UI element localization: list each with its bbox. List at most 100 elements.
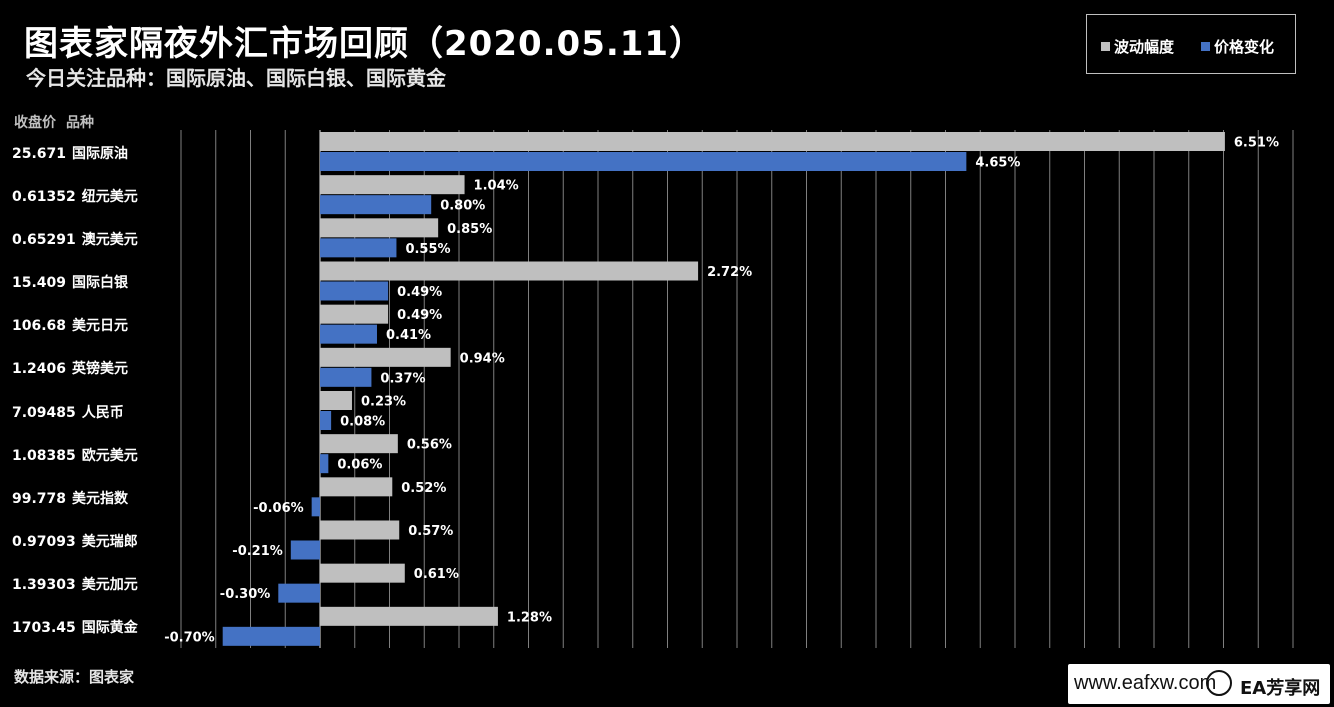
close-price: 15.409	[12, 275, 67, 292]
data-label-volatility: 1.04%	[474, 179, 519, 194]
category-name: 美元瑞郎	[81, 534, 138, 551]
row-label: 1.2406 英镑美元	[12, 358, 308, 378]
bar-volatility	[320, 520, 400, 540]
close-price: 1.39303	[12, 577, 76, 594]
data-label-change: 0.80%	[440, 199, 485, 214]
watermark-url: www.eafxw.com	[1074, 672, 1217, 694]
watermark: www.eafxw.com EA芳享网	[1068, 664, 1330, 704]
category-name: 纽元美元	[81, 188, 138, 205]
bar-change	[311, 497, 320, 517]
row-label: 15.409 国际白银	[12, 272, 308, 292]
bar-volatility	[320, 391, 352, 410]
row-label: 1703.45 国际黄金	[12, 617, 308, 637]
data-label-change: 0.37%	[380, 371, 425, 386]
bar-volatility	[320, 175, 465, 195]
close-price: 106.68	[12, 318, 67, 335]
data-label-change: 0.49%	[397, 285, 442, 300]
data-label-volatility: 0.85%	[447, 222, 492, 237]
category-name: 国际原油	[72, 145, 129, 162]
data-label-change: 0.41%	[386, 328, 431, 343]
close-price: 0.97093	[12, 534, 76, 551]
category-name: 美元日元	[72, 318, 129, 335]
legend-label-change: 价格变化	[1214, 38, 1275, 56]
data-label-change: 0.55%	[405, 242, 450, 257]
chart-subtitle: 今日关注品种：国际原油、国际白银、国际黄金	[26, 66, 446, 90]
data-label-volatility: 2.72%	[707, 265, 752, 280]
bar-change	[222, 626, 320, 646]
close-price: 0.65291	[12, 231, 76, 248]
row-label: 25.671 国际原油	[12, 143, 308, 163]
row-label: 7.09485 人民币	[12, 402, 308, 422]
row-label: 0.65291 澳元美元	[12, 229, 308, 249]
data-label-change: -0.21%	[232, 544, 283, 559]
bar-change	[320, 324, 377, 344]
row-label: 99.778 美元指数	[12, 488, 308, 508]
data-label-change: 0.06%	[337, 458, 382, 473]
bar-volatility	[320, 563, 405, 583]
category-name: 美元加元	[81, 577, 138, 594]
bar-change	[320, 195, 432, 215]
row-label: 0.97093 美元瑞郎	[12, 531, 308, 551]
column-header-price: 收盘价	[14, 115, 56, 131]
data-label-volatility: 1.28%	[507, 610, 552, 625]
legend-swatch-change	[1201, 42, 1210, 51]
close-price: 25.671	[12, 145, 67, 162]
bar-change	[320, 411, 332, 430]
bar-volatility	[320, 477, 393, 497]
bar-volatility	[320, 434, 398, 454]
bar-change	[320, 454, 329, 474]
close-price: 1.08385	[12, 447, 76, 464]
close-price: 99.778	[12, 490, 67, 507]
data-label-volatility: 0.94%	[460, 351, 505, 366]
close-price: 1703.45	[12, 620, 76, 637]
bar-volatility	[320, 606, 498, 626]
logo-icon	[1206, 670, 1232, 696]
watermark-brand: EA芳享网	[1240, 678, 1321, 699]
data-label-volatility: 0.23%	[361, 395, 406, 410]
bar-change	[320, 238, 397, 258]
column-header: 收盘价 品种	[14, 112, 104, 132]
row-label: 0.61352 纽元美元	[12, 186, 308, 206]
data-label-volatility: 0.61%	[414, 567, 459, 582]
data-label-change: 4.65%	[975, 156, 1020, 171]
close-price: 1.2406	[12, 361, 67, 378]
bar-change	[320, 281, 389, 301]
legend-label-volatility: 波动幅度	[1114, 38, 1175, 56]
data-label-volatility: 0.52%	[401, 481, 446, 496]
legend-item-volatility: 波动幅度	[1101, 36, 1174, 57]
data-label-volatility: 0.56%	[407, 438, 452, 453]
data-label-volatility: 0.49%	[397, 308, 442, 323]
bar-change	[290, 540, 320, 560]
category-name: 澳元美元	[81, 231, 138, 248]
data-source: 数据来源：图表家	[14, 668, 135, 686]
category-name: 英镑美元	[72, 361, 129, 378]
data-label-volatility: 0.57%	[408, 524, 453, 539]
data-label-change: 0.08%	[340, 415, 385, 430]
data-label-change: -0.06%	[253, 501, 304, 516]
row-label: 1.08385 欧元美元	[12, 445, 308, 465]
bar-volatility	[320, 347, 451, 367]
close-price: 0.61352	[12, 188, 76, 205]
row-label: 106.68 美元日元	[12, 315, 308, 335]
category-name: 人民币	[81, 404, 124, 421]
column-header-name: 品种	[66, 115, 94, 131]
bar-change	[320, 152, 967, 171]
legend: 波动幅度 价格变化	[1086, 14, 1296, 74]
category-name: 国际黄金	[81, 620, 138, 637]
legend-swatch-volatility	[1101, 42, 1110, 51]
close-price: 7.09485	[12, 404, 76, 421]
bar-change	[320, 367, 372, 387]
bar-volatility	[320, 261, 699, 281]
data-label-change: -0.70%	[164, 630, 215, 645]
legend-item-change: 价格变化	[1201, 36, 1274, 57]
category-name: 欧元美元	[81, 447, 138, 464]
data-label-change: -0.30%	[220, 587, 271, 602]
category-name: 美元指数	[72, 490, 129, 507]
bar-volatility	[320, 132, 1225, 151]
category-name: 国际白银	[72, 275, 129, 292]
bar-volatility	[320, 304, 389, 324]
chart-title: 图表家隔夜外汇市场回顾（2020.05.11）	[24, 24, 705, 64]
bar-change	[278, 583, 320, 603]
data-label-volatility: 6.51%	[1234, 136, 1279, 151]
